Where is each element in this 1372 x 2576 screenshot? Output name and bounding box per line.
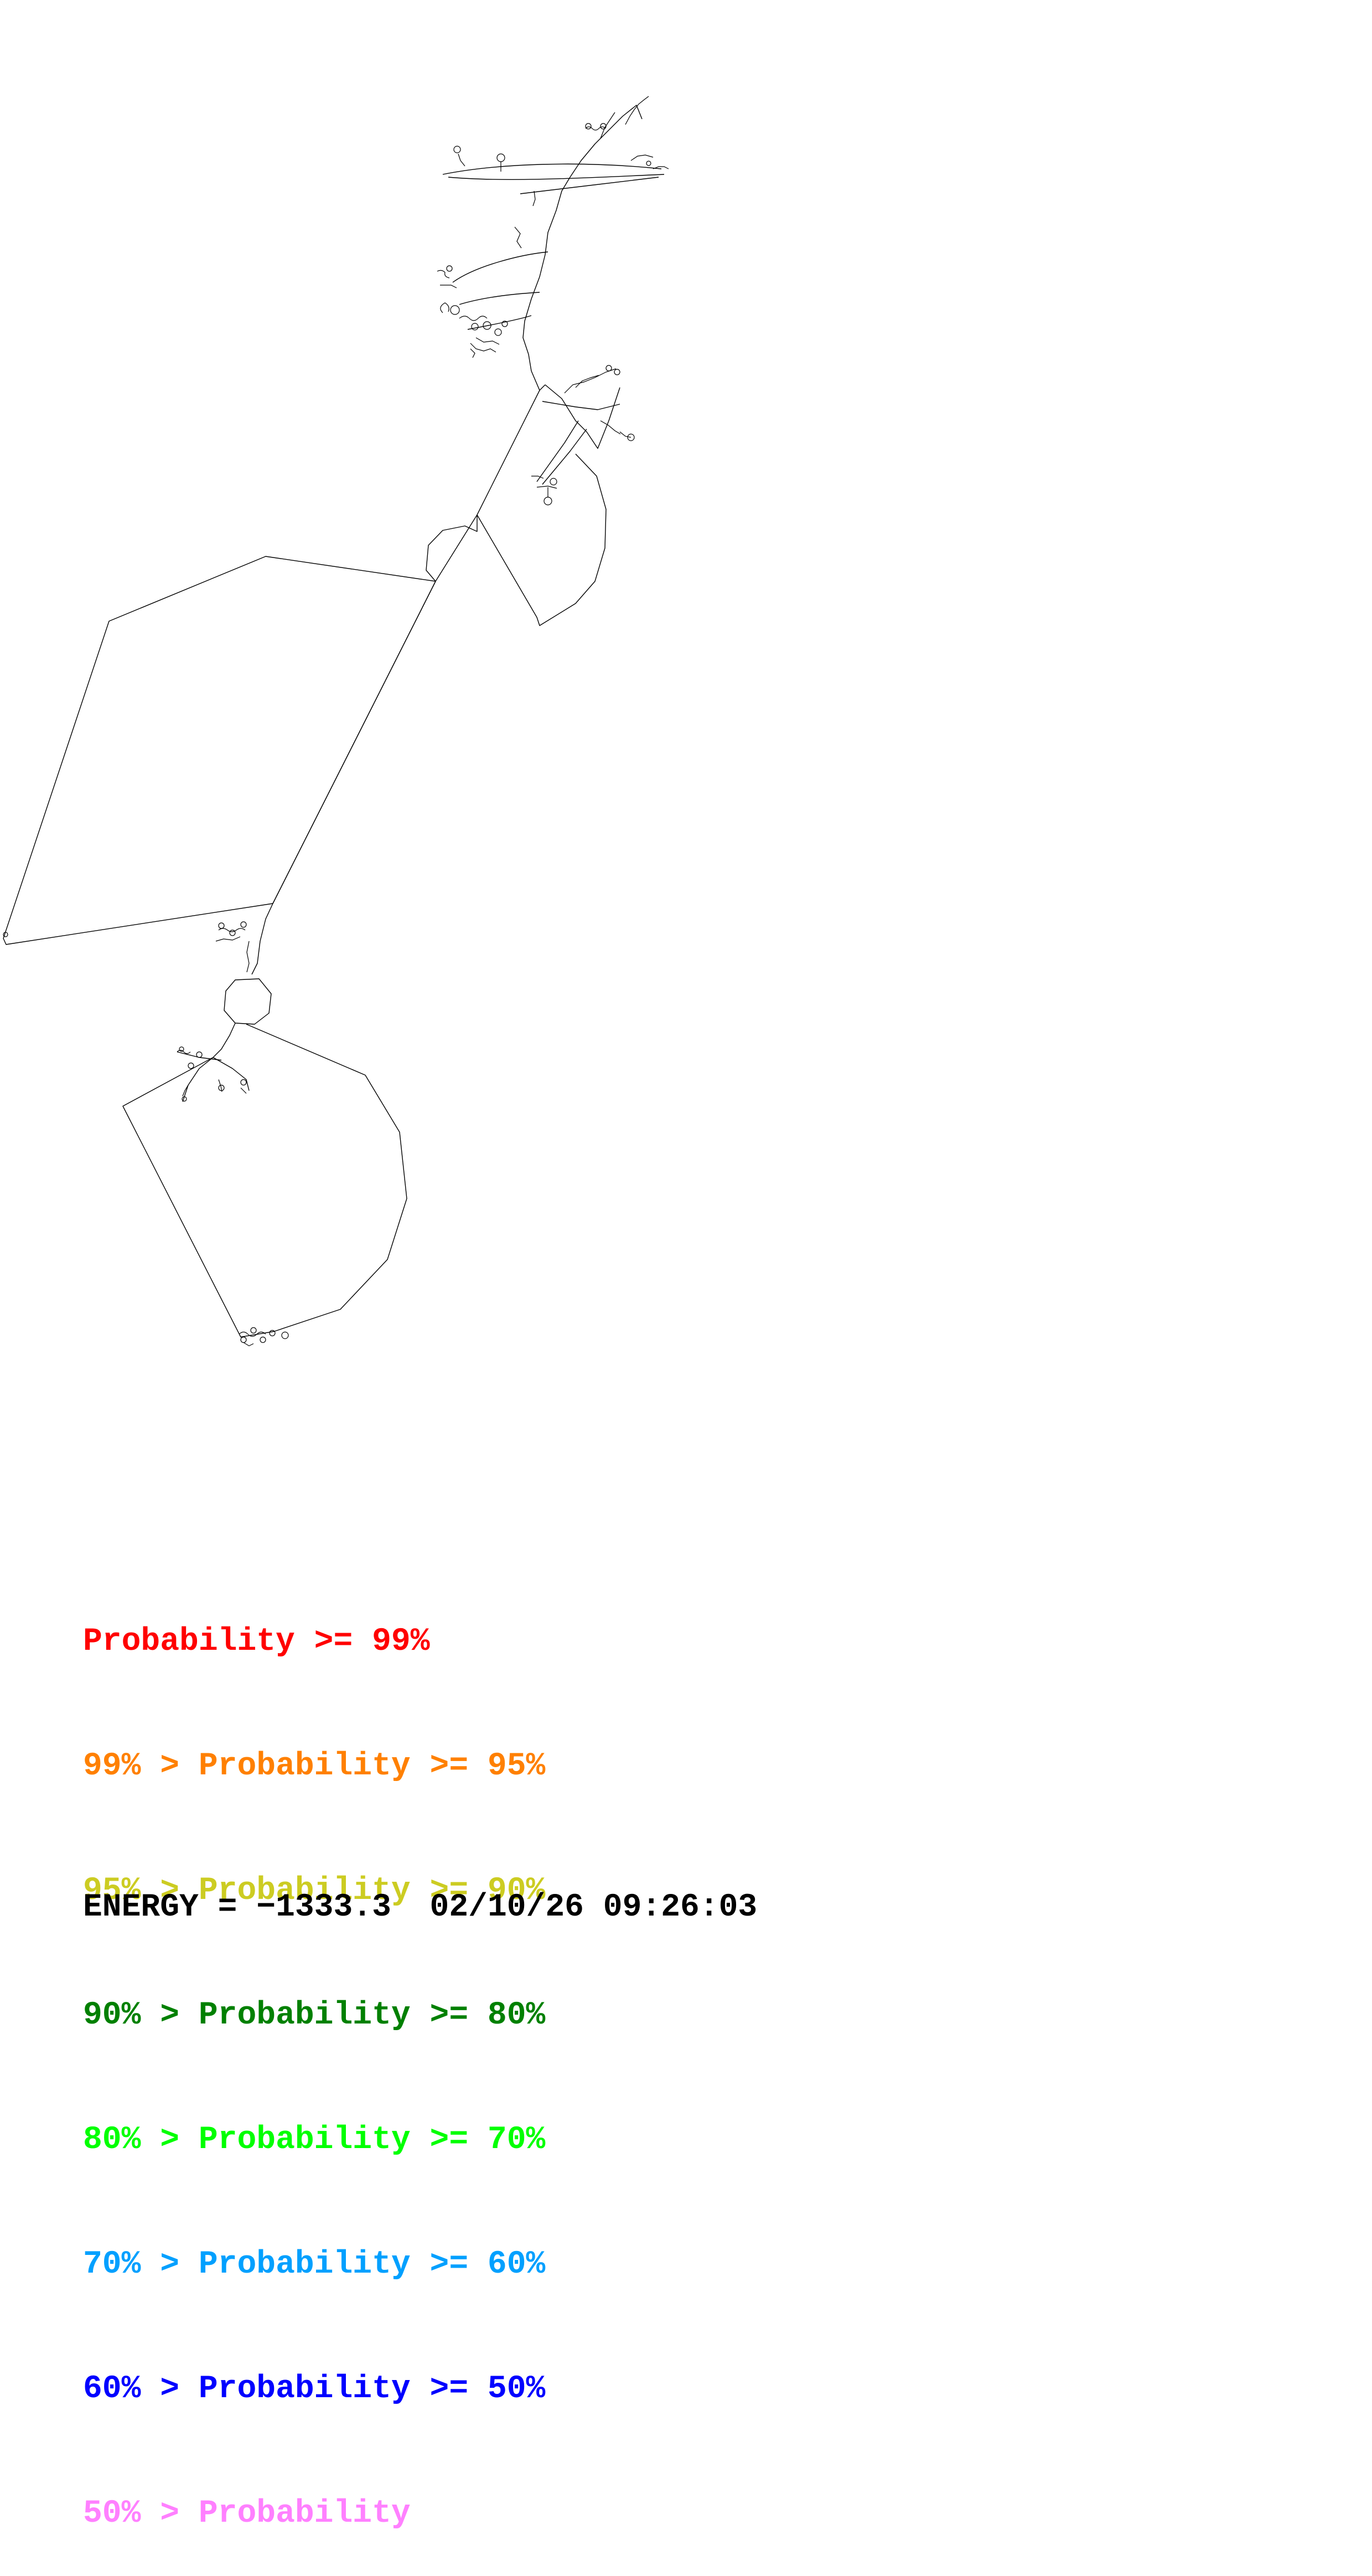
date-stamp: 02/10/26 — [429, 1890, 584, 1925]
legend-prefix: 50% > — [83, 2496, 199, 2532]
multiloop-large-left — [3, 556, 436, 945]
rna-structure-diagram — [3, 96, 669, 1346]
upper-arc-1 — [452, 251, 548, 283]
legend-prefix: 99% > — [83, 1748, 199, 1784]
legend-prefix: 95% > — [83, 1873, 199, 1909]
upper-stem — [522, 177, 571, 391]
legend-label: Probability >= 95% — [198, 1748, 546, 1784]
legend-label: Probability >= 50% — [198, 2371, 546, 2407]
hairpin-cluster-bottom — [239, 1327, 289, 1346]
legend-row: 95% > Probability >= 90% — [83, 1870, 545, 1912]
junction-loop-1 — [426, 515, 478, 582]
octagon-loop — [224, 978, 272, 1025]
time-stamp: 09:26:03 — [603, 1890, 758, 1925]
energy-value: −1333.3 — [256, 1890, 391, 1925]
lower-stem — [251, 903, 273, 975]
legend-prefix: 70% > — [83, 2247, 199, 2283]
lower-branch-1 — [182, 1057, 214, 1102]
legend-label: Probability — [198, 2496, 411, 2532]
upper-arc-3 — [467, 315, 532, 330]
legend-label: Probability >= 80% — [198, 1997, 546, 2033]
energy-label: ENERGY = — [83, 1890, 257, 1925]
top-arc-1 — [442, 163, 662, 175]
mid-right-stem — [545, 384, 620, 449]
mid-right-stem-4 — [542, 429, 587, 485]
top-arc-3 — [520, 177, 659, 194]
upper-arc-2 — [459, 292, 540, 305]
hairpin-cluster-top — [453, 96, 669, 207]
multiloop-large-bottom — [122, 1024, 407, 1338]
legend-prefix: 80% > — [83, 2122, 199, 2158]
legend-row: 60% > Probability >= 50% — [83, 2368, 545, 2410]
octagon-stem-down — [213, 1023, 236, 1058]
legend-row: Probability >= 99% — [83, 1621, 545, 1663]
legend-row: 70% > Probability >= 60% — [83, 2244, 545, 2285]
mid-right-stem-2 — [542, 401, 620, 410]
top-spine — [569, 105, 643, 178]
legend-row: 90% > Probability >= 80% — [83, 1995, 545, 2036]
right-branch-loop — [477, 453, 607, 626]
hairpin-cluster-lower-middle — [3, 921, 250, 973]
legend-label: Probability >= 70% — [198, 2122, 546, 2158]
probability-legend: Probability >= 99% 99% > Probability >= … — [83, 1538, 545, 2576]
legend-prefix: 90% > — [83, 1997, 199, 2033]
hairpin-cluster-lower — [177, 1046, 247, 1102]
hairpin-cluster-upper-left — [437, 226, 522, 358]
hairpin-cluster-right — [531, 365, 635, 505]
legend-label: Probability >= 90% — [198, 1873, 546, 1909]
legend-label: Probability >= 99% — [83, 1624, 430, 1660]
legend-row: 99% > Probability >= 95% — [83, 1746, 545, 1787]
legend-row: 80% > Probability >= 70% — [83, 2119, 545, 2161]
main-stem — [272, 384, 546, 904]
legend-prefix: 60% > — [83, 2371, 199, 2407]
mid-right-stem-3 — [536, 420, 579, 482]
legend-label: Probability >= 60% — [198, 2247, 546, 2283]
top-arc-2 — [448, 174, 665, 180]
lower-branch-2 — [213, 1057, 250, 1091]
legend-row: 50% > Probability — [83, 2493, 545, 2534]
energy-footer: ENERGY = −1333.3 02/10/26 09:26:03 — [83, 1887, 757, 1928]
